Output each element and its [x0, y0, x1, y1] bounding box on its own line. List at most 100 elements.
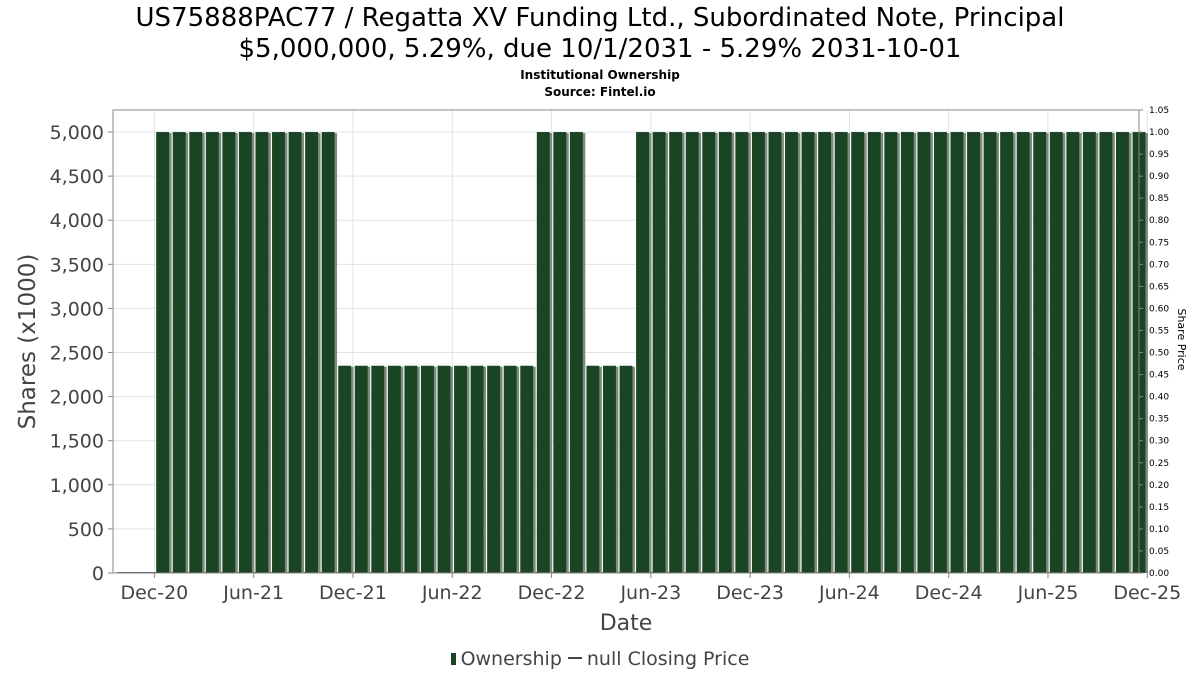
- ownership-bar-fill: [1115, 132, 1129, 574]
- x-axis-label: Date: [600, 611, 653, 636]
- y2-tick-label: 0.00: [1149, 569, 1169, 579]
- x-tick-label: Dec-25: [1113, 582, 1181, 604]
- ownership-bar: [156, 132, 172, 574]
- ownership-bar: [305, 132, 321, 574]
- y2-tick-label: 0.10: [1149, 525, 1169, 535]
- ownership-bar: [1033, 132, 1049, 574]
- y2-tick-label: 0.15: [1149, 503, 1169, 513]
- ownership-bar: [933, 132, 950, 574]
- ownership-bar: [586, 365, 602, 573]
- ownership-bar: [900, 132, 917, 574]
- ownership-bar-fill: [387, 365, 401, 573]
- y2-tick-label: 0.70: [1149, 260, 1169, 270]
- x-tick-label: Jun-21: [222, 582, 284, 604]
- y-tick-label: 5,000: [50, 122, 104, 144]
- bar-series-ownership: [117, 132, 1148, 574]
- ownership-bar-fill: [950, 132, 964, 574]
- ownership-bar: [288, 132, 304, 574]
- ownership-bar-fill: [437, 365, 451, 573]
- y2-tick-label: 0.90: [1149, 172, 1169, 182]
- ownership-bar-fill: [967, 132, 980, 574]
- y2-tick-label: 0.30: [1149, 437, 1169, 447]
- ownership-bar: [255, 132, 271, 574]
- ownership-bar-fill: [917, 132, 931, 574]
- y-axis-label: Shares (x1000): [15, 254, 41, 430]
- plot-frame: [112, 109, 1140, 574]
- ownership-bar: [702, 132, 718, 574]
- ownership-bar: [454, 365, 470, 573]
- ownership-bar-fill: [156, 132, 170, 574]
- ownership-bar: [338, 365, 354, 573]
- y2-tick-label: 0.20: [1149, 481, 1169, 491]
- chart-legend: Ownership null Closing Price: [0, 648, 1200, 670]
- y2-tick-label: 0.65: [1149, 282, 1169, 292]
- ownership-bar-fill: [536, 132, 550, 574]
- ownership-bar: [751, 132, 768, 574]
- ownership-bar: [801, 132, 817, 574]
- ownership-bar-fill: [404, 365, 418, 573]
- ownership-bar: [503, 365, 520, 573]
- ownership-bar-fill: [503, 365, 517, 573]
- x-tick-label: Dec-24: [915, 582, 983, 604]
- y2-tick-label: 0.60: [1149, 304, 1169, 314]
- y2-tick-label: 0.35: [1149, 415, 1169, 425]
- y2-tick-label: 1.00: [1149, 128, 1169, 138]
- ownership-bar: [1099, 132, 1115, 574]
- ownership-bar-fill: [801, 132, 815, 574]
- ownership-bar-fill: [1016, 132, 1030, 574]
- y2-tick-label: 0.95: [1149, 150, 1169, 160]
- ownership-bar: [652, 132, 669, 574]
- ownership-bar-fill: [851, 132, 865, 574]
- ownership-bar: [189, 132, 205, 574]
- ownership-bar: [487, 365, 503, 573]
- ownership-bar-fill: [238, 132, 252, 574]
- y-tick-label: 2,000: [50, 387, 104, 409]
- ownership-bar-fill: [735, 132, 749, 574]
- y-tick-label: 2,500: [50, 343, 104, 365]
- ownership-bar-fill: [602, 365, 616, 573]
- ownership-bar: [602, 365, 619, 573]
- y2-tick-label: 0.50: [1149, 349, 1169, 359]
- y2-tick-label: 0.40: [1149, 393, 1169, 403]
- ownership-bar-fill: [272, 132, 285, 574]
- ownership-bar-fill: [454, 365, 467, 573]
- ownership-bar-fill: [487, 365, 501, 573]
- ownership-bar: [272, 132, 288, 574]
- ownership-bar: [950, 132, 966, 574]
- chart-title-line1: US75888PAC77 / Regatta XV Funding Ltd., …: [135, 3, 1065, 33]
- ownership-bar-fill: [900, 132, 914, 574]
- ownership-bar-fill: [321, 132, 335, 574]
- ownership-bar-fill: [636, 132, 650, 574]
- y-tick-label: 4,500: [50, 166, 104, 188]
- ownership-bar: [321, 132, 338, 574]
- y2-tick-label: 0.45: [1149, 371, 1169, 381]
- ownership-bar: [1049, 132, 1066, 574]
- ownership-bar: [205, 132, 222, 574]
- ownership-bar: [636, 132, 652, 574]
- legend-price-line: [567, 657, 582, 659]
- ownership-bar-fill: [669, 132, 683, 574]
- ownership-bar: [1082, 132, 1099, 574]
- ownership-bar-fill: [818, 132, 832, 574]
- ownership-bar: [404, 365, 420, 573]
- ownership-bar-fill: [305, 132, 319, 574]
- ownership-bar: [669, 132, 685, 574]
- ownership-bar-fill: [222, 132, 236, 574]
- ownership-bar: [470, 365, 487, 573]
- ownership-bar: [718, 132, 735, 574]
- y2-tick-label: 1.05: [1149, 106, 1169, 116]
- ownership-bar: [437, 365, 453, 573]
- y-tick-label: 1,500: [50, 431, 104, 453]
- ownership-bar-fill: [867, 132, 881, 574]
- y-tick-label: 4,000: [50, 210, 104, 232]
- legend-ownership-swatch: [450, 653, 456, 665]
- ownership-bar-fill: [520, 365, 534, 573]
- y2-tick-label: 0.25: [1149, 459, 1169, 469]
- y2-axis-label: Share Price: [1175, 308, 1188, 370]
- ownership-bar-fill: [652, 132, 666, 574]
- y2-tick-label: 0.05: [1149, 547, 1169, 557]
- ownership-bar: [818, 132, 834, 574]
- ownership-bar: [983, 132, 1000, 574]
- ownership-bar-fill: [768, 132, 782, 574]
